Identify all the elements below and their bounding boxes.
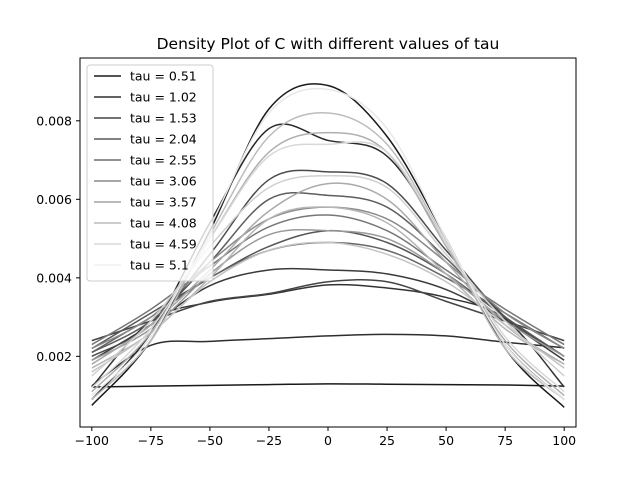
- legend-box: [86, 64, 214, 282]
- x-tick-label: 0: [324, 433, 332, 448]
- series-line-8: [91, 214, 565, 346]
- legend-label: tau = 1.02: [130, 90, 197, 105]
- x-tick-label: 25: [379, 433, 395, 448]
- legend-label: tau = 2.55: [130, 153, 197, 168]
- legend-label: tau = 3.57: [130, 195, 197, 210]
- legend-label: tau = 3.06: [130, 174, 197, 189]
- legend-label: tau = 1.53: [130, 111, 197, 126]
- legend-label: tau = 4.08: [130, 216, 197, 231]
- x-tick-label: 50: [438, 433, 454, 448]
- series-line-1: [91, 383, 565, 388]
- legend-label: tau = 5.1: [130, 258, 189, 273]
- x-tick-label: −75: [138, 433, 164, 448]
- x-tick-label: −50: [197, 433, 223, 448]
- axes-layer: −100 −75 −50 −25 0 25 50 75 100 0.002 0.004 0.006 0.…: [36, 57, 577, 448]
- legend-label: tau = 0.51: [130, 69, 197, 84]
- series-layer: [91, 83, 565, 408]
- legend-label: tau = 2.04: [130, 132, 197, 147]
- legend-label: tau = 4.59: [130, 237, 197, 252]
- chart-title: Density Plot of C with different values …: [157, 35, 500, 53]
- series-line-22: [91, 174, 565, 377]
- y-tick-label: 0.004: [36, 270, 72, 285]
- x-tick-label: 75: [497, 433, 513, 448]
- series-line-21: [91, 87, 565, 401]
- x-tick-label: −25: [256, 433, 282, 448]
- series-line-20: [91, 141, 565, 393]
- x-tick-label: 100: [552, 433, 576, 448]
- y-tick-label: 0.008: [36, 113, 72, 128]
- x-tick-label: −100: [75, 433, 109, 448]
- y-tick-label: 0.006: [36, 192, 72, 207]
- legend: tau = 0.51 tau = 1.02 tau = 1.53 tau = 2.04…: [86, 64, 214, 282]
- series-line-2: [91, 333, 565, 387]
- y-tick-label: 0.002: [36, 349, 72, 364]
- series-line-18: [91, 112, 565, 401]
